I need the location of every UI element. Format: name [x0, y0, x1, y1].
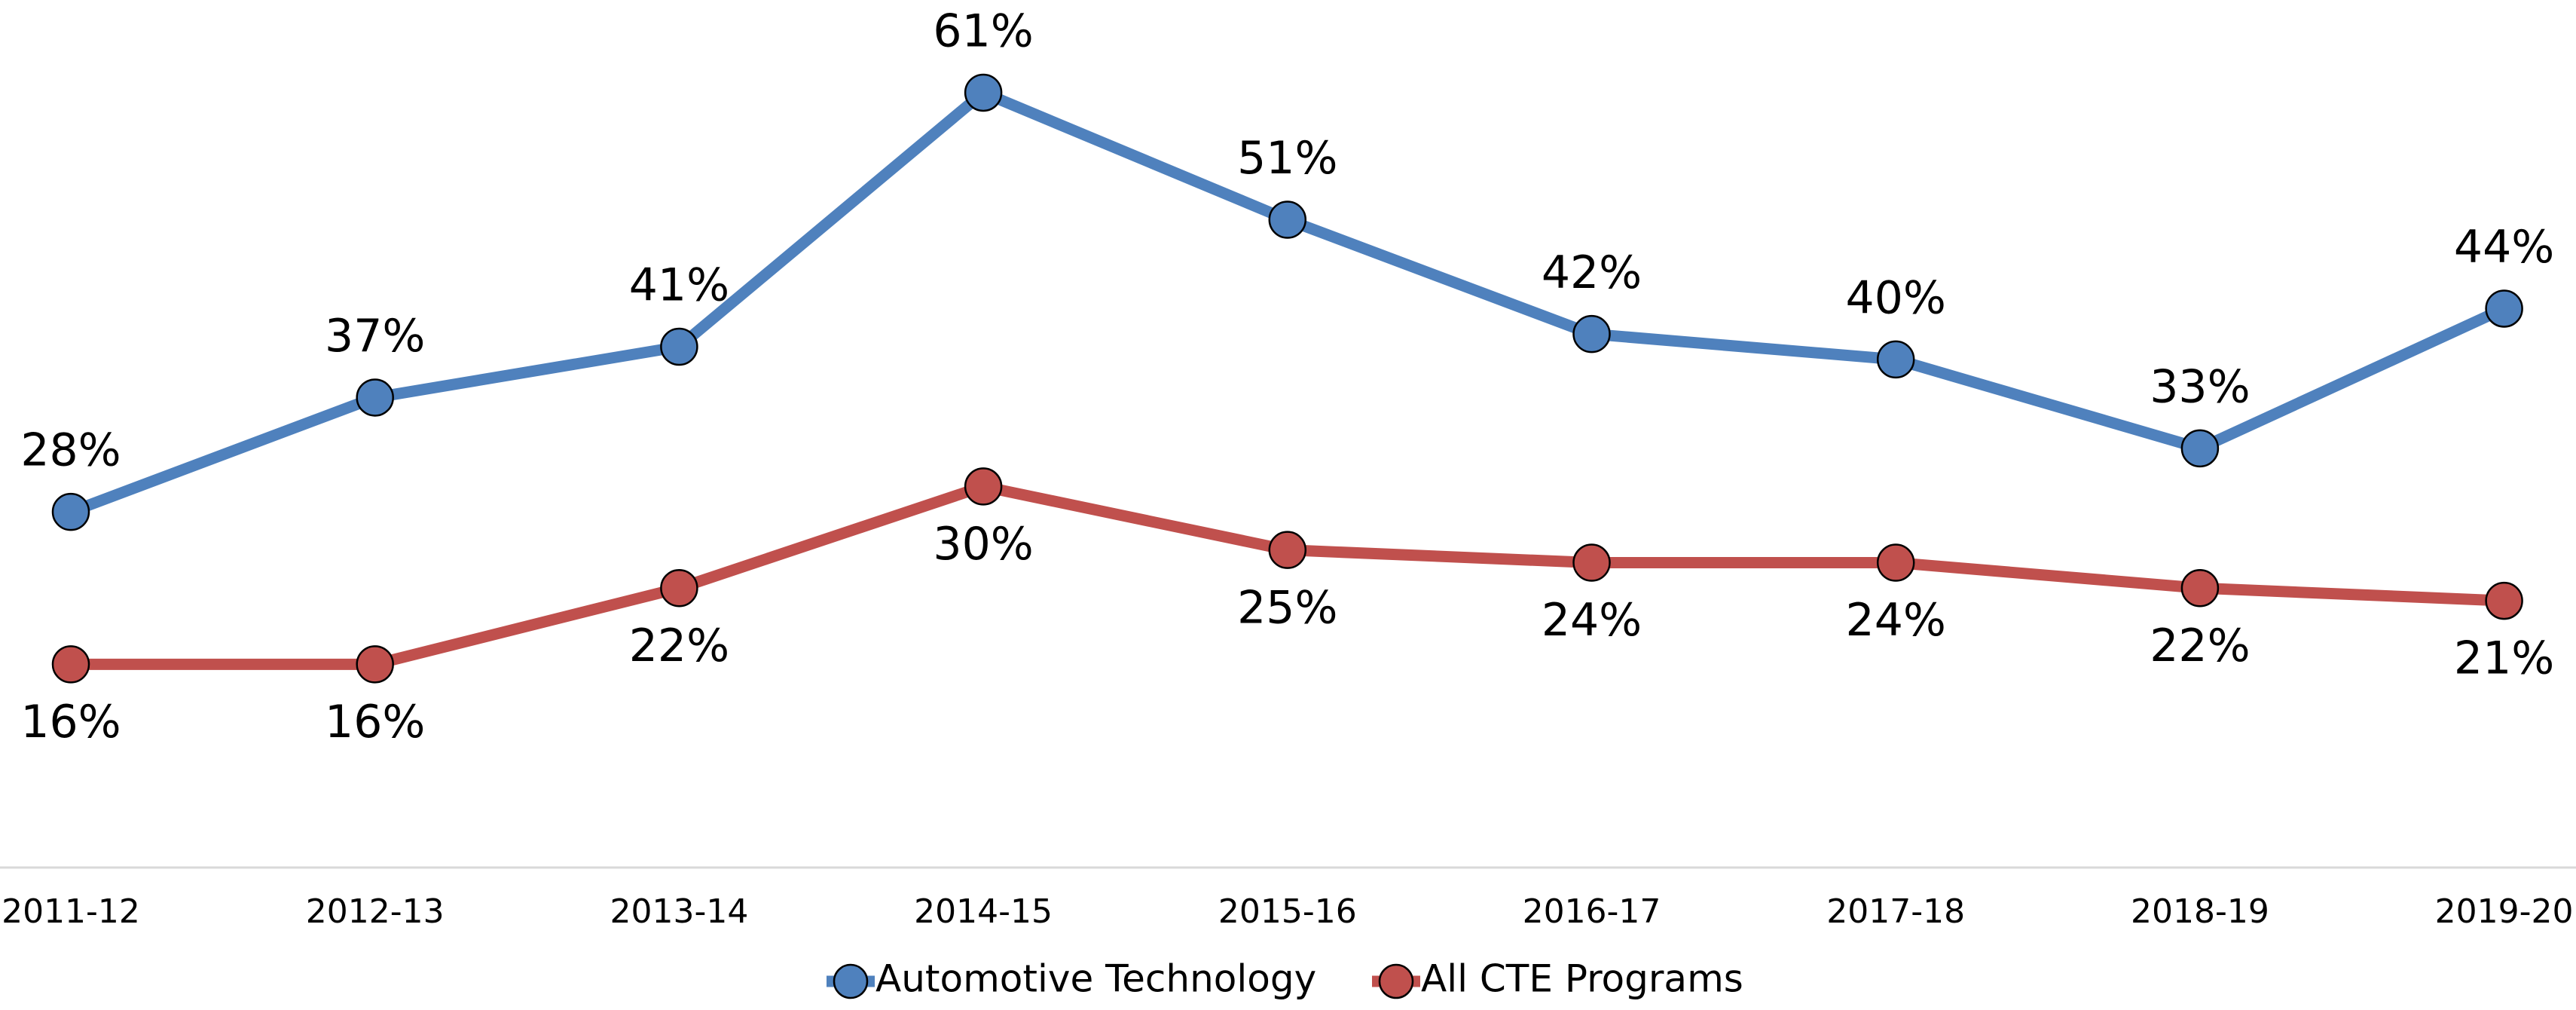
- value-label: 33%: [2150, 360, 2250, 413]
- value-label: 22%: [2150, 620, 2250, 672]
- point-marker: [1268, 200, 1307, 239]
- point-marker: [51, 492, 90, 531]
- value-label: 30%: [933, 518, 1033, 571]
- legend-marker: [833, 963, 869, 999]
- x-tick-label: 2012-13: [306, 892, 445, 931]
- value-label: 42%: [1542, 246, 1642, 299]
- x-tick-label: 2013-14: [610, 892, 748, 931]
- point-marker: [2180, 429, 2220, 468]
- point-marker: [1268, 531, 1307, 569]
- x-tick-label: 2014-15: [914, 892, 1053, 931]
- point-marker: [51, 645, 90, 684]
- value-label: 37%: [325, 310, 425, 363]
- point-marker: [660, 327, 698, 366]
- value-label: 22%: [629, 620, 729, 672]
- x-tick-label: 2019-20: [2435, 892, 2574, 931]
- x-tick-label: 2011-12: [2, 892, 140, 931]
- value-label: 24%: [1542, 594, 1642, 647]
- value-label: 24%: [1846, 594, 1946, 647]
- legend-marker: [1378, 963, 1414, 999]
- x-tick-label: 2018-19: [2131, 892, 2269, 931]
- value-label: 16%: [20, 696, 121, 748]
- value-label: 41%: [629, 259, 729, 312]
- value-label: 16%: [325, 696, 425, 748]
- x-tick-label: 2015-16: [1218, 892, 1357, 931]
- value-label: 21%: [2454, 632, 2554, 685]
- point-marker: [1572, 314, 1611, 354]
- value-label: 44%: [2454, 221, 2554, 274]
- value-label: 51%: [1237, 132, 1337, 185]
- point-marker: [2180, 568, 2220, 608]
- point-marker: [2485, 581, 2523, 620]
- value-label: 40%: [1846, 271, 1946, 324]
- point-marker: [660, 568, 698, 608]
- value-label: 28%: [20, 424, 121, 477]
- point-marker: [2485, 289, 2523, 328]
- x-tick-label: 2017-18: [1826, 892, 1965, 931]
- point-marker: [356, 378, 394, 417]
- point-marker: [964, 73, 1003, 112]
- value-label: 61%: [933, 5, 1033, 58]
- x-tick-label: 2016-17: [1523, 892, 1661, 931]
- point-marker: [356, 645, 394, 684]
- value-label: 25%: [1237, 581, 1337, 634]
- point-marker: [1876, 543, 1915, 582]
- point-marker: [1572, 543, 1611, 582]
- point-marker: [1876, 340, 1915, 379]
- legend-label: Automotive Technology: [875, 957, 1316, 1001]
- point-marker: [964, 467, 1003, 506]
- legend-label: All CTE Programs: [1421, 957, 1743, 1001]
- series-line: [71, 480, 2504, 670]
